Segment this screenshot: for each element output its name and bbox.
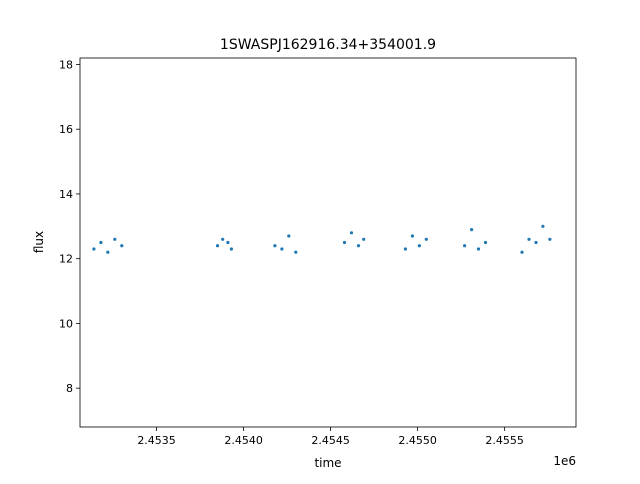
data-points xyxy=(92,224,552,254)
y-tick-label: 14 xyxy=(59,188,73,201)
data-point xyxy=(106,250,110,254)
data-point xyxy=(120,244,124,248)
data-point xyxy=(403,247,407,251)
data-point xyxy=(92,247,96,251)
data-point xyxy=(99,240,103,245)
x-tick-label: 2.4550 xyxy=(398,434,437,447)
y-axis-ticks: 8 10 12 14 16 18 xyxy=(59,58,80,395)
data-point xyxy=(294,250,298,254)
data-point xyxy=(229,247,233,251)
data-point xyxy=(113,237,117,241)
data-point xyxy=(349,231,354,235)
x-tick-label: 2.4540 xyxy=(224,434,263,447)
data-point xyxy=(483,240,488,245)
data-point xyxy=(476,247,481,251)
data-point xyxy=(520,250,524,254)
data-point xyxy=(356,244,361,248)
data-point xyxy=(534,240,538,245)
y-tick-label: 12 xyxy=(59,253,73,266)
y-tick-label: 8 xyxy=(66,382,73,395)
y-axis-label: flux xyxy=(32,231,46,253)
data-point xyxy=(287,234,291,238)
data-point xyxy=(226,240,230,245)
data-point xyxy=(548,237,552,241)
data-point xyxy=(541,224,545,228)
data-point xyxy=(342,240,347,245)
data-point xyxy=(280,247,284,251)
axes-frame xyxy=(79,57,577,428)
data-point xyxy=(463,244,467,248)
data-point xyxy=(424,237,428,241)
data-point xyxy=(221,237,225,241)
chart-title: 1SWASPJ162916.34+354001.9 xyxy=(220,37,436,53)
data-point xyxy=(362,237,366,241)
data-point xyxy=(417,244,421,248)
x-tick-label: 2.4555 xyxy=(485,434,524,447)
y-tick-label: 18 xyxy=(59,58,73,71)
x-axis-ticks: 2.4535 2.4540 2.4545 2.4550 2.4555 xyxy=(137,427,524,447)
x-tick-label: 2.4545 xyxy=(311,434,350,447)
data-point xyxy=(215,244,220,248)
data-point xyxy=(527,237,531,241)
x-axis-offset-label: 1e6 xyxy=(553,454,576,468)
y-tick-label: 16 xyxy=(59,123,73,136)
data-point xyxy=(273,244,277,248)
data-point xyxy=(470,228,474,232)
data-point xyxy=(410,234,414,238)
y-tick-label: 10 xyxy=(59,317,73,330)
x-tick-label: 2.4535 xyxy=(137,434,176,447)
x-axis-label: time xyxy=(314,456,341,470)
